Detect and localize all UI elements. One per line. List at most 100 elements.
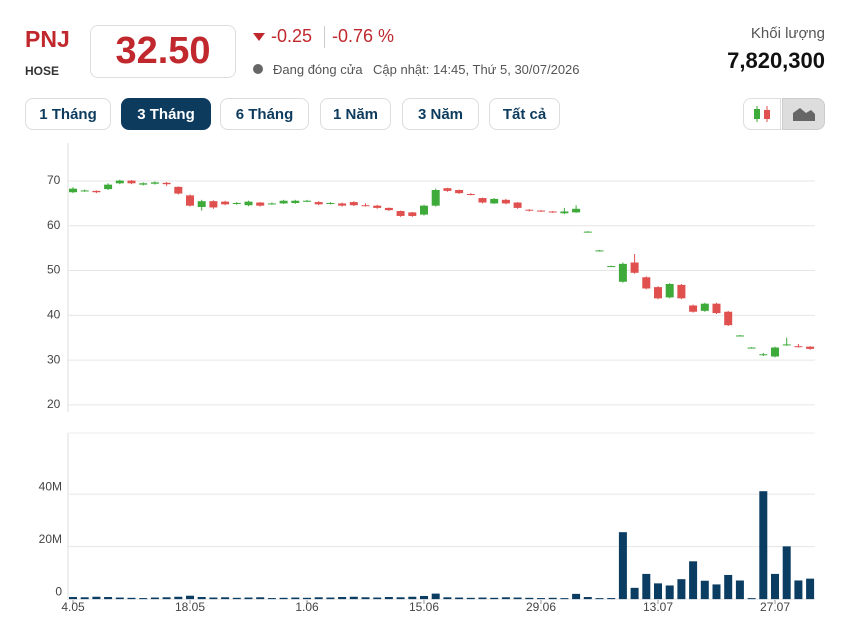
area-toggle[interactable] — [782, 98, 825, 130]
volume-bar — [396, 597, 405, 600]
candle-body — [689, 305, 698, 312]
volume-bar — [92, 596, 101, 600]
candle-body — [115, 180, 124, 184]
candle-body — [69, 188, 77, 193]
candle-body — [256, 202, 265, 206]
volume-bar — [689, 561, 698, 600]
volume-bar — [115, 597, 124, 600]
status: Đang đóng cửa — [273, 62, 363, 77]
volume-bar — [630, 587, 639, 600]
x-tick-label: 27.07 — [760, 600, 790, 614]
volume-bar — [197, 597, 206, 600]
candle-body — [607, 266, 616, 268]
range-button[interactable]: 3 Năm — [402, 98, 479, 130]
candle-body — [186, 195, 194, 206]
candle-body — [794, 346, 803, 348]
candle-body — [244, 201, 253, 206]
volume-bar — [642, 573, 651, 600]
range-button[interactable]: Tất cả — [489, 98, 560, 130]
candle-body — [361, 205, 370, 207]
volume-bar — [806, 578, 815, 600]
y-tick-label: 40 — [47, 307, 61, 321]
x-tick-label: 29.06 — [526, 600, 556, 614]
candle-body — [221, 201, 230, 205]
volume-bar — [384, 597, 393, 600]
candle-body — [396, 211, 405, 216]
y-tick-label: 60 — [47, 218, 61, 232]
volume-bar — [455, 597, 464, 600]
candle-body — [338, 203, 347, 206]
candle-body — [525, 209, 534, 211]
volume-label: Khối lượng — [750, 25, 825, 42]
volume-bar — [267, 598, 276, 600]
volume-bar — [490, 597, 499, 600]
volume-bar — [232, 597, 241, 600]
candle-body — [104, 184, 113, 190]
volume-bar — [373, 597, 382, 600]
range-button[interactable]: 3 Tháng — [121, 98, 211, 130]
candle-body — [595, 250, 604, 252]
candle-body — [642, 277, 651, 289]
volume-bar — [80, 597, 89, 600]
volume-bar — [700, 580, 709, 600]
volume-bar — [712, 584, 721, 600]
volume-bar — [537, 598, 545, 600]
volume-bar — [326, 597, 335, 600]
volume-bar — [303, 597, 311, 600]
volume-bar — [572, 593, 581, 600]
volume-bar — [431, 593, 440, 600]
candle-body — [583, 231, 592, 233]
volume-bar — [291, 597, 300, 600]
volume-bar — [548, 597, 557, 600]
updated: Cập nhật: 14:45, Thứ 5, 30/07/2026 — [373, 62, 580, 77]
candle-body — [560, 211, 569, 214]
candle-body — [478, 198, 487, 203]
candle-body — [677, 284, 686, 299]
candle-body — [501, 199, 510, 204]
volume-bar — [221, 597, 230, 600]
volume-bar — [478, 597, 487, 600]
volume-bar — [513, 597, 522, 600]
candle-body — [197, 201, 206, 208]
volume-bar — [525, 597, 534, 600]
candle-body — [279, 200, 288, 204]
candle-body — [455, 189, 464, 194]
volume-bar — [361, 597, 370, 600]
range-button[interactable]: 1 Năm — [320, 98, 391, 130]
candle-body — [747, 347, 756, 349]
volume-bar — [209, 597, 218, 600]
candle-toggle[interactable] — [743, 98, 781, 130]
y-tick-label: 70 — [47, 173, 61, 187]
candle-body — [267, 203, 276, 205]
y-tick-label: 50 — [47, 263, 61, 277]
candle-body — [139, 183, 148, 185]
candle-body — [150, 182, 159, 184]
range-button[interactable]: 1 Tháng — [25, 98, 111, 130]
volume-bar — [338, 597, 347, 600]
candle-body — [80, 190, 89, 192]
range-button[interactable]: 6 Tháng — [220, 98, 309, 130]
volume: 7,820,300 — [727, 48, 825, 73]
volume-bar — [654, 583, 662, 600]
candle-body — [630, 262, 639, 273]
candle-body — [326, 202, 335, 204]
y-tick-label: 20 — [47, 397, 61, 411]
volume-bar — [794, 580, 803, 600]
volume-bar — [618, 532, 627, 600]
candle-body — [174, 186, 183, 194]
change: -0.25 — [271, 26, 313, 46]
candle-body — [665, 283, 674, 298]
candle-body — [537, 210, 545, 212]
volume-bar — [677, 579, 686, 600]
volume-bar — [771, 573, 779, 600]
candle-body — [431, 189, 440, 206]
candle-body — [232, 202, 241, 204]
candle-body — [303, 200, 311, 202]
candle-body — [700, 303, 709, 311]
candle-icon — [754, 106, 770, 122]
volume-bar — [139, 598, 148, 600]
volume-bar — [782, 546, 791, 600]
candle-body — [209, 201, 218, 208]
status-dot — [253, 64, 263, 74]
